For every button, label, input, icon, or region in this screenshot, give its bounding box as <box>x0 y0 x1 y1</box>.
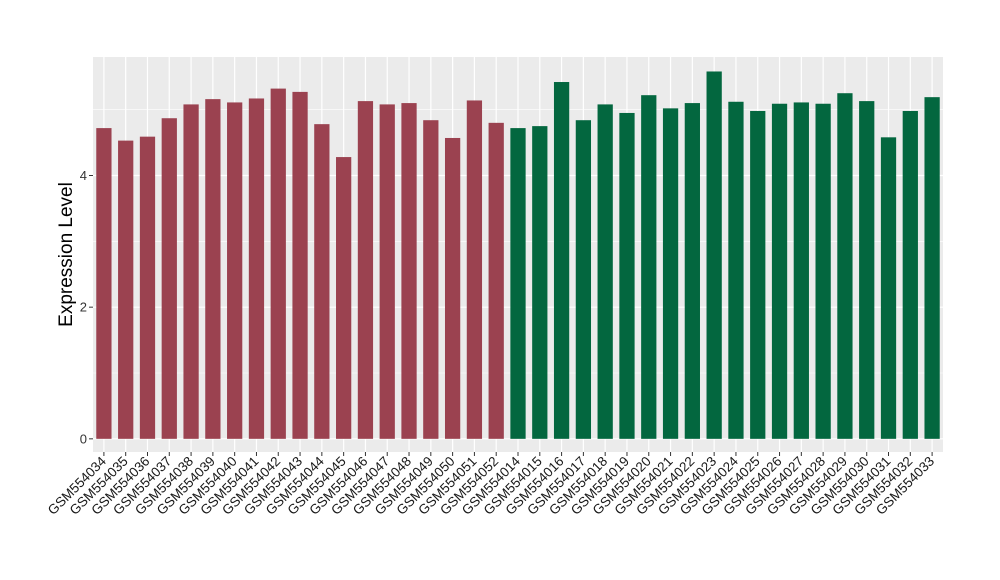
x-axis: GSM554034GSM554035GSM554036GSM554037GSM5… <box>45 452 937 518</box>
bar-GSM554026 <box>771 103 788 439</box>
bars <box>96 71 940 439</box>
bar-GSM554032 <box>902 110 918 439</box>
bar-GSM554017 <box>575 120 592 439</box>
bar-GSM554024 <box>728 101 744 439</box>
y-tick-label: 2 <box>80 300 87 315</box>
bar-GSM554029 <box>837 93 853 439</box>
bar-GSM554046 <box>357 101 374 439</box>
bar-GSM554044 <box>314 124 330 439</box>
bar-GSM554037 <box>161 118 177 439</box>
bar-GSM554028 <box>815 103 831 439</box>
y-tick-label: 0 <box>80 431 87 446</box>
bar-GSM554040 <box>227 102 243 439</box>
bar-GSM554035 <box>118 140 134 439</box>
bar-GSM554030 <box>859 101 875 439</box>
bar-GSM554047 <box>379 104 395 439</box>
y-axis: 0 2 4 <box>80 168 93 446</box>
bar-GSM554023 <box>706 71 722 439</box>
bar-GSM554039 <box>205 99 221 439</box>
bar-GSM554031 <box>880 137 897 439</box>
y-axis-title: Expression Level <box>56 182 77 327</box>
bar-GSM554015 <box>532 126 548 439</box>
bar-GSM554041 <box>248 98 265 439</box>
bar-GSM554022 <box>684 103 700 439</box>
bar-GSM554048 <box>401 103 417 439</box>
bar-GSM554034 <box>96 128 112 439</box>
bar-GSM554049 <box>423 120 439 439</box>
bar-GSM554052 <box>488 122 504 439</box>
bar-GSM554033 <box>924 97 940 439</box>
bar-GSM554036 <box>139 136 156 439</box>
bar-GSM554021 <box>662 108 679 439</box>
bar-GSM554014 <box>510 128 526 439</box>
bar-GSM554038 <box>183 104 199 439</box>
bar-GSM554020 <box>641 95 657 439</box>
bar-GSM554043 <box>292 91 308 439</box>
bar-GSM554025 <box>750 110 766 439</box>
bar-GSM554045 <box>336 157 352 439</box>
bar-GSM554016 <box>553 82 570 439</box>
bar-GSM554042 <box>270 88 286 439</box>
bar-GSM554018 <box>597 104 613 439</box>
bar-GSM554027 <box>793 102 809 439</box>
bar-GSM554051 <box>466 100 483 439</box>
bar-GSM554019 <box>619 112 635 439</box>
bar-GSM554050 <box>444 137 461 439</box>
y-tick-label: 4 <box>80 168 87 183</box>
